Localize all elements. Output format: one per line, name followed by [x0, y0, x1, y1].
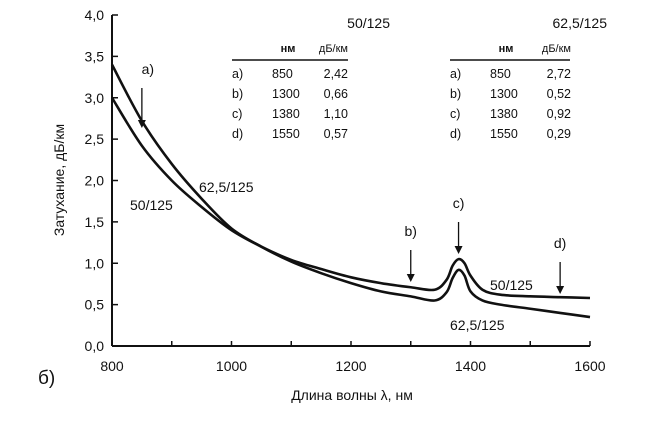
- annotation-arrowhead: [454, 246, 463, 254]
- series-layer: [110, 64, 591, 319]
- annotation-label: d): [554, 235, 566, 251]
- curve-label-50-upper: 50/125: [130, 197, 173, 213]
- table-cell: 0,29: [547, 127, 571, 141]
- table-cell: 1380: [272, 107, 300, 121]
- y-tick-label: 0,0: [85, 338, 105, 354]
- annotation-label: a): [142, 61, 154, 77]
- y-tick-label: 3,5: [85, 48, 105, 64]
- annotation-arrowhead: [556, 286, 565, 294]
- table-cell: 1550: [272, 127, 300, 141]
- y-tick-label: 1,5: [85, 214, 105, 230]
- table-cell: 1,10: [324, 107, 348, 121]
- annotations-layer: a) b) c) d): [137, 61, 566, 294]
- y-tick-label: 2,0: [85, 173, 105, 189]
- table-cell: 850: [490, 67, 511, 81]
- table-cell: b): [232, 87, 243, 101]
- axes: 800 1000 1200 1400 1600 0,0 0,5 1,0 1,5 2,0 2,5 3,0…: [85, 7, 606, 374]
- table-cell: d): [450, 127, 461, 141]
- curve-label-50-lower: 50/125: [490, 277, 533, 293]
- table-cell: 1550: [490, 127, 518, 141]
- x-axis-label: Длина волны λ, нм: [291, 387, 413, 403]
- annotation-arrowhead: [137, 120, 146, 128]
- annotation-label: c): [453, 195, 465, 211]
- series-line-62-5-125: [110, 64, 591, 319]
- table-cell: 0,66: [324, 87, 348, 101]
- annotation-arrowhead: [406, 274, 415, 282]
- table-cell: 2,72: [547, 67, 571, 81]
- x-tick-label: 1200: [335, 358, 366, 374]
- y-tick-label: 2,5: [85, 131, 105, 147]
- x-tick-label: 800: [100, 358, 124, 374]
- annotation-label: b): [405, 223, 417, 239]
- y-tick-label: 3,0: [85, 90, 105, 106]
- tables-layer: 50/125 нм дБ/км a) 850 2,42 b) 1300 0,66 c) 1380 1,…: [232, 15, 607, 141]
- x-tick-label: 1600: [574, 358, 605, 374]
- table-cell: 0,52: [547, 87, 571, 101]
- table-cell: a): [450, 67, 461, 81]
- table-cell: 0,57: [324, 127, 348, 141]
- table-cell: 2,42: [324, 67, 348, 81]
- table-cell: 1380: [490, 107, 518, 121]
- table-cell: 850: [272, 67, 293, 81]
- table-title: 62,5/125: [553, 15, 608, 31]
- y-tick-label: 4,0: [85, 7, 105, 23]
- table-header: нм: [499, 43, 514, 55]
- table-title: 50/125: [347, 15, 390, 31]
- x-tick-label: 1400: [455, 358, 486, 374]
- table-cell: c): [232, 107, 242, 121]
- table-cell: a): [232, 67, 243, 81]
- curve-label-62-upper: 62,5/125: [199, 179, 254, 195]
- y-tick-label: 0,5: [85, 297, 105, 313]
- table-cell: 1300: [490, 87, 518, 101]
- table-header: дБ/км: [319, 43, 348, 55]
- table-header: нм: [281, 43, 296, 55]
- panel-label: б): [38, 368, 55, 389]
- table-cell: 1300: [272, 87, 300, 101]
- table-cell: c): [450, 107, 460, 121]
- table-cell: b): [450, 87, 461, 101]
- table-cell: 0,92: [547, 107, 571, 121]
- x-tick-label: 1000: [216, 358, 247, 374]
- table-cell: d): [232, 127, 243, 141]
- curve-label-62-lower: 62,5/125: [450, 317, 505, 333]
- series-line-50-125: [110, 97, 591, 300]
- y-axis-label: Затухание, дБ/км: [51, 124, 67, 236]
- y-tick-label: 1,0: [85, 255, 105, 271]
- table-header: дБ/км: [542, 43, 571, 55]
